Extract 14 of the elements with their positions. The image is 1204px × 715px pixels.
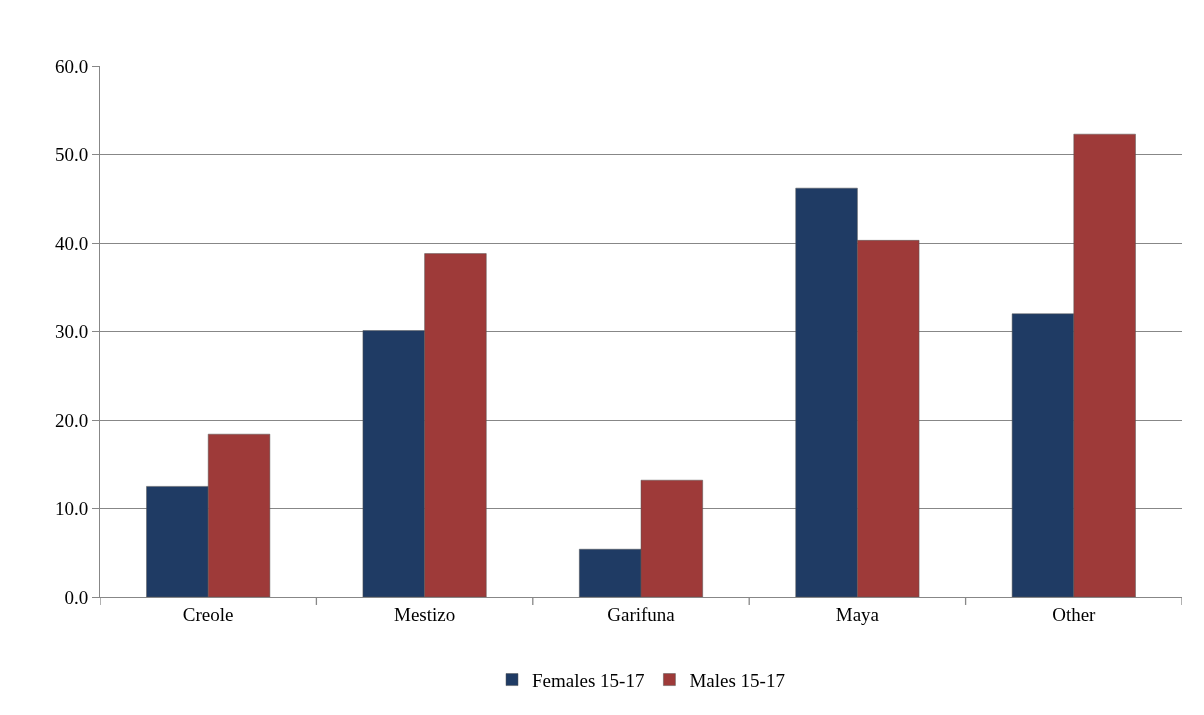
y-tick-label: 60.0	[54, 55, 89, 77]
x-tick-label: Creole	[182, 603, 234, 625]
y-tick-label: 10.0	[54, 498, 89, 520]
x-tick-label: Other	[1052, 603, 1097, 625]
x-tick-label: Maya	[835, 603, 880, 625]
y-tick-label: 20.0	[54, 409, 89, 431]
y-tick-label: 40.0	[54, 232, 89, 254]
x-tick-label: Garifuna	[607, 603, 676, 625]
y-tick-label: 30.0	[54, 321, 89, 343]
y-tick-label: 50.0	[54, 144, 89, 166]
legend-label: Males 15-17	[689, 669, 785, 691]
x-tick-label: Mestizo	[393, 603, 456, 625]
legend-label: Females 15-17	[532, 669, 645, 691]
y-tick-label: 0.0	[64, 586, 89, 608]
